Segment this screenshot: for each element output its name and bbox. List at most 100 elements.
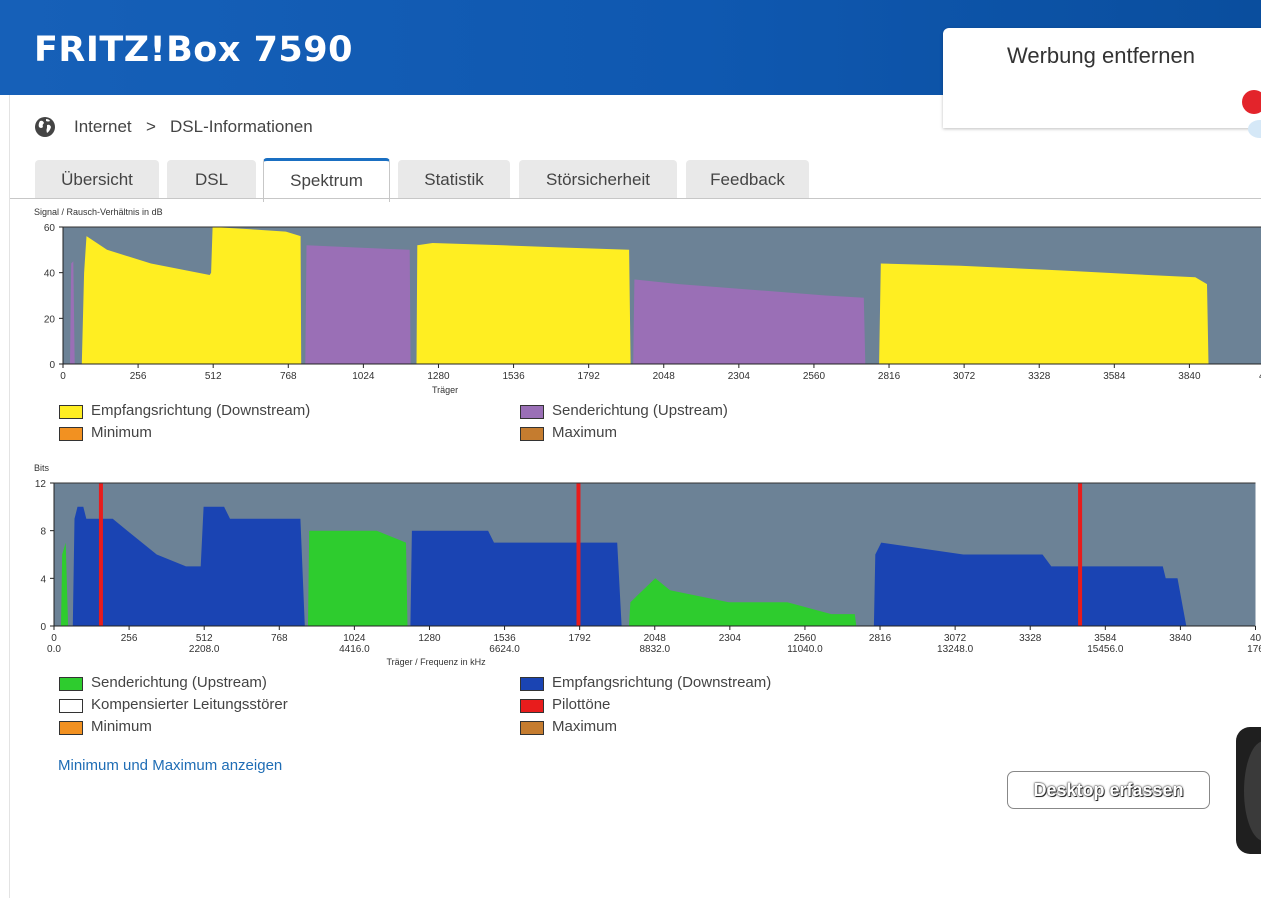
x-tick-label: 2816 (869, 633, 892, 644)
x-axis-label: Träger / Frequenz in kHz (386, 657, 486, 667)
x-tick-khz-label: 0.0 (47, 644, 61, 655)
tab-statistik[interactable]: Statistik (398, 160, 510, 199)
y-tick-label: 40 (44, 269, 56, 280)
y-tick-label: 8 (40, 527, 46, 538)
y-tick-label: 20 (44, 314, 56, 325)
tab-stoersicherheit[interactable]: Störsicherheit (519, 160, 677, 199)
camera-lens-icon (1244, 741, 1261, 841)
snr-chart: Signal / Rausch-Verhältnis in dB 0 20 40 60 0… (34, 207, 1261, 395)
x-tick-khz-label: 13248.0 (937, 644, 974, 655)
globe-icon (35, 117, 55, 137)
series-1-segment-0 (72, 506, 305, 626)
x-tick-khz-label: 4416.0 (339, 644, 370, 655)
series-1-segment-2 (873, 542, 1187, 626)
x-tick-label: 1536 (493, 633, 516, 644)
x-tick-khz-label: 6624.0 (489, 644, 520, 655)
legend-swatch (520, 405, 544, 419)
series-1-segment-1 (410, 530, 622, 626)
x-tick-label: 1024 (352, 371, 375, 382)
x-tick-khz-label: 11040.0 (787, 644, 823, 655)
x-tick-label: 3840 (1178, 371, 1201, 382)
x-tick-label: 1792 (569, 633, 592, 644)
series-0-segment-1 (416, 243, 631, 364)
series-0-segment-2 (879, 263, 1209, 364)
x-tick-label: 768 (280, 371, 297, 382)
legend-label: Senderichtung (Upstream) (552, 402, 728, 419)
series-1-segment-0 (70, 261, 75, 364)
ad-decoration-icon (1248, 120, 1261, 138)
x-tick-label: 1280 (427, 371, 450, 382)
x-tick-label: 2560 (794, 633, 817, 644)
x-tick-label: 512 (196, 633, 213, 644)
x-tick-label: 1024 (343, 633, 366, 644)
legend-swatch (59, 427, 83, 441)
legend-label: Pilottöne (552, 696, 611, 713)
tab-uebersicht[interactable]: Übersicht (35, 160, 159, 199)
camera-widget-icon[interactable] (1236, 727, 1261, 854)
series-0-segment-0 (61, 542, 69, 626)
x-tick-label: 2816 (878, 371, 901, 382)
x-tick-label: 3072 (944, 633, 967, 644)
ad-banner[interactable]: Werbung entfernen (943, 28, 1261, 138)
series-1-segment-1 (305, 245, 411, 364)
x-tick-label: 256 (121, 633, 138, 644)
x-tick-label: 3840 (1169, 633, 1192, 644)
series-0-segment-1 (308, 530, 408, 626)
x-axis-label: Träger (432, 385, 458, 395)
x-tick-label: 2304 (728, 371, 751, 382)
legend-label: Senderichtung (Upstream) (91, 674, 267, 691)
legend-label: Empfangsrichtung (Downstream) (552, 674, 772, 691)
tab-dsl[interactable]: DSL (167, 160, 256, 199)
x-tick-label: 40 (1259, 371, 1261, 382)
pilot-tone-line-1 (576, 483, 581, 626)
x-tick-khz-label: 2208.0 (189, 644, 220, 655)
legend-swatch (520, 721, 544, 735)
x-tick-label: 3328 (1019, 633, 1042, 644)
y-tick-label: 60 (44, 223, 56, 234)
x-tick-label: 768 (271, 633, 288, 644)
y-tick-label: 0 (49, 360, 55, 371)
legend-label: Minimum (91, 424, 152, 441)
breadcrumb-separator: > (146, 117, 156, 136)
app-title: FRITZ!Box 7590 (34, 30, 353, 70)
content-border (9, 95, 10, 898)
x-tick-label: 1280 (418, 633, 441, 644)
x-tick-label: 1536 (502, 371, 525, 382)
pilot-tone-line-2 (1078, 483, 1083, 626)
pilot-tone-line-0 (98, 483, 103, 626)
tab-underline (10, 198, 1261, 199)
tab-feedback[interactable]: Feedback (686, 160, 809, 199)
legend-label: Maximum (552, 718, 618, 735)
series-0-segment-2 (628, 578, 857, 626)
x-tick-label: 1792 (578, 371, 601, 382)
tab-bar: Übersicht DSL Spektrum Statistik Störsic… (0, 158, 1261, 202)
desktop-capture-button[interactable]: Desktop erfassen (1007, 771, 1210, 809)
x-tick-label: 512 (205, 371, 222, 382)
x-tick-label: 2304 (719, 633, 742, 644)
legend-swatch (59, 677, 83, 691)
x-tick-label: 2048 (653, 371, 676, 382)
show-min-max-link[interactable]: Minimum und Maximum anzeigen (58, 757, 283, 774)
y-axis-label: Bits (34, 463, 50, 473)
y-tick-label: 0 (40, 622, 46, 633)
legend-label: Minimum (91, 718, 152, 735)
x-tick-label: 0 (60, 371, 66, 382)
y-axis-label: Signal / Rausch-Verhältnis in dB (34, 207, 163, 217)
y-tick-label: 12 (35, 479, 47, 490)
y-tick-label: 4 (40, 574, 46, 585)
legend-label: Empfangsrichtung (Downstream) (91, 402, 311, 419)
series-0-segment-0 (81, 227, 302, 364)
legend-swatch (59, 699, 83, 713)
remove-ads-label[interactable]: Werbung entfernen (1007, 43, 1195, 68)
x-tick-label: 3584 (1103, 371, 1126, 382)
breadcrumb-item-internet[interactable]: Internet (74, 117, 132, 136)
x-tick-khz-label: 15456.0 (1087, 644, 1124, 655)
x-tick-khz-label: 8832.0 (639, 644, 670, 655)
x-tick-label: 40 (1250, 633, 1261, 644)
legend-swatch (59, 405, 83, 419)
legend-swatch (520, 677, 544, 691)
legend-swatch (59, 721, 83, 735)
legend-label: Kompensierter Leitungsstörer (91, 696, 288, 713)
tab-spektrum[interactable]: Spektrum (263, 158, 390, 202)
x-tick-label: 3072 (953, 371, 976, 382)
